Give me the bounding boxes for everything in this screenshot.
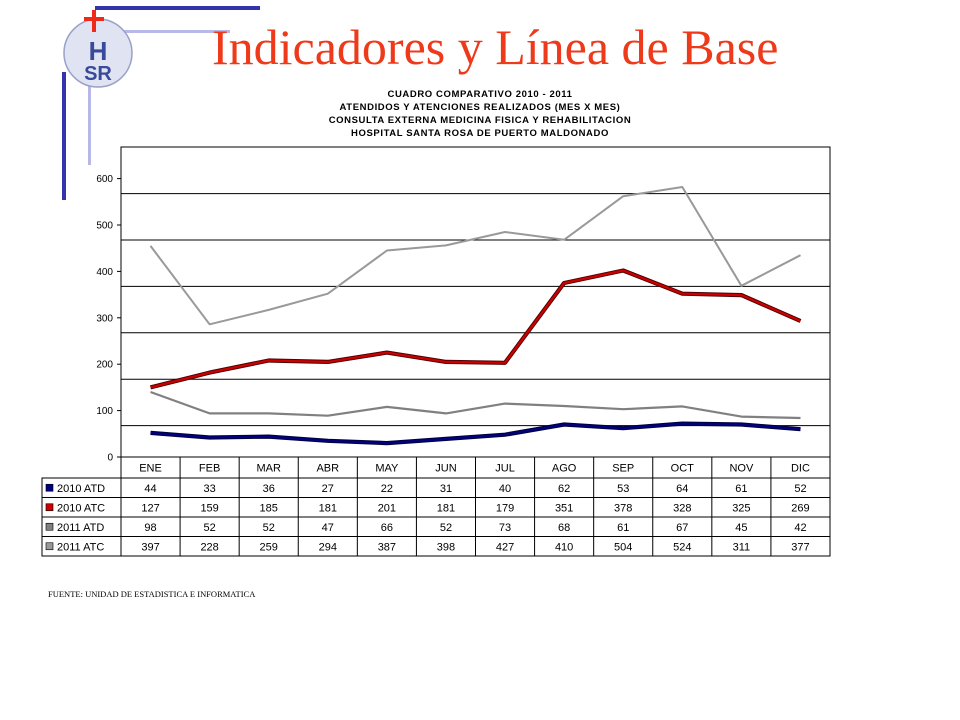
data-table-value: 159 — [200, 502, 218, 514]
x-tick-label: JUN — [435, 463, 456, 475]
decorative-light-horizontal — [120, 30, 230, 33]
series-line — [150, 390, 801, 420]
data-table-value: 127 — [141, 502, 159, 514]
data-table-value: 269 — [791, 502, 809, 514]
data-table-value: 351 — [555, 502, 573, 514]
series-line — [150, 422, 801, 445]
y-tick-label: 500 — [96, 221, 113, 232]
legend-key — [45, 483, 54, 492]
data-table-value: 73 — [499, 522, 511, 534]
data-table-value: 64 — [676, 483, 688, 495]
x-tick-label: JUL — [495, 463, 515, 475]
data-table-value: 33 — [204, 483, 216, 495]
chart-title-line-1: CUADRO COMPARATIVO 2010 - 2011 — [387, 89, 573, 100]
y-tick-label: 400 — [96, 267, 113, 278]
legend-label: 2011 ATD — [57, 522, 104, 534]
data-table-value: 52 — [204, 522, 216, 534]
chart-title-line-3: CONSULTA EXTERNA MEDICINA FISICA Y REHAB… — [328, 115, 632, 126]
series-line — [149, 186, 801, 326]
data-table-value: 68 — [558, 522, 570, 534]
data-table-value: 62 — [558, 483, 570, 495]
data-table-value: 504 — [614, 541, 632, 553]
data-table-value: 181 — [437, 502, 455, 514]
y-tick-label: 600 — [96, 174, 113, 185]
data-table-value: 52 — [794, 483, 806, 495]
data-table-value: 185 — [260, 502, 278, 514]
data-table-value: 42 — [794, 522, 806, 534]
data-table-value: 398 — [437, 541, 455, 553]
y-tick-label: 100 — [96, 406, 113, 417]
data-table-value: 311 — [733, 541, 751, 553]
y-tick-label: 0 — [107, 453, 113, 464]
data-table-value: 40 — [499, 483, 511, 495]
data-table-value: 179 — [496, 502, 514, 514]
data-table-value: 52 — [440, 522, 452, 534]
data-table-value: 53 — [617, 483, 629, 495]
decorative-top-line — [95, 6, 260, 10]
x-tick-label: DIC — [791, 463, 810, 475]
logo-text-top: H — [89, 36, 108, 66]
x-tick-label: ABR — [316, 463, 339, 475]
x-tick-label: MAR — [256, 463, 281, 475]
data-table-value: 397 — [141, 541, 159, 553]
data-table-value: 27 — [322, 483, 334, 495]
x-tick-label: AGO — [552, 463, 577, 475]
series-line — [150, 269, 801, 389]
legend-label: 2011 ATC — [57, 541, 104, 553]
hospital-logo: H SR — [63, 10, 133, 88]
y-tick-label: 200 — [96, 360, 113, 371]
decorative-left-line — [62, 72, 66, 200]
y-tick-label: 300 — [96, 313, 113, 324]
data-table-value: 31 — [440, 483, 452, 495]
decorative-light-vertical — [88, 85, 91, 165]
legend-label: 2010 ATD — [57, 483, 105, 495]
cross-icon — [84, 10, 104, 32]
data-table-value: 45 — [735, 522, 747, 534]
data-table-value: 259 — [260, 541, 278, 553]
chart-title-line-4: HOSPITAL SANTA ROSA DE PUERTO MALDONADO — [351, 128, 609, 139]
data-table-value: 201 — [378, 502, 396, 514]
series-line-outline — [149, 268, 802, 390]
data-table-value: 328 — [673, 502, 691, 514]
series-line-outline — [150, 421, 801, 446]
data-table-value: 427 — [496, 541, 514, 553]
data-table-value: 377 — [791, 541, 809, 553]
legend-key — [45, 522, 54, 531]
logo-text-bottom: SR — [84, 63, 112, 85]
legend-key — [45, 542, 54, 551]
data-table-value: 325 — [732, 502, 750, 514]
x-tick-label: FEB — [199, 463, 220, 475]
data-table-value: 61 — [617, 522, 629, 534]
data-table-value: 294 — [319, 541, 337, 553]
data-table-value: 98 — [144, 522, 156, 534]
x-tick-label: MAY — [375, 463, 399, 475]
data-table-value: 181 — [319, 502, 337, 514]
data-table-value: 47 — [322, 522, 334, 534]
x-tick-label: SEP — [612, 463, 634, 475]
data-table-value: 44 — [144, 483, 156, 495]
data-table-value: 228 — [200, 541, 218, 553]
x-tick-label: NOV — [729, 463, 754, 475]
data-table-value: 524 — [673, 541, 691, 553]
x-tick-label: OCT — [671, 463, 695, 475]
data-table-value: 410 — [555, 541, 573, 553]
x-tick-label: ENE — [139, 463, 162, 475]
data-table-value: 378 — [614, 502, 632, 514]
data-table-value: 387 — [378, 541, 396, 553]
data-table-value: 66 — [381, 522, 393, 534]
data-table-value: 67 — [676, 522, 688, 534]
chart-title-line-2: ATENDIDOS Y ATENCIONES REALIZADOS (MES X… — [339, 102, 621, 113]
data-table-value: 52 — [263, 522, 275, 534]
legend-key — [45, 503, 54, 512]
data-table-value: 36 — [263, 483, 275, 495]
legend-label: 2010 ATC — [57, 502, 105, 514]
slide-title: Indicadores y Línea de Base — [212, 19, 779, 75]
source-note: FUENTE: UNIDAD DE ESTADISTICA E INFORMAT… — [48, 589, 256, 599]
data-table-value: 61 — [735, 483, 747, 495]
data-table-value: 22 — [381, 483, 393, 495]
